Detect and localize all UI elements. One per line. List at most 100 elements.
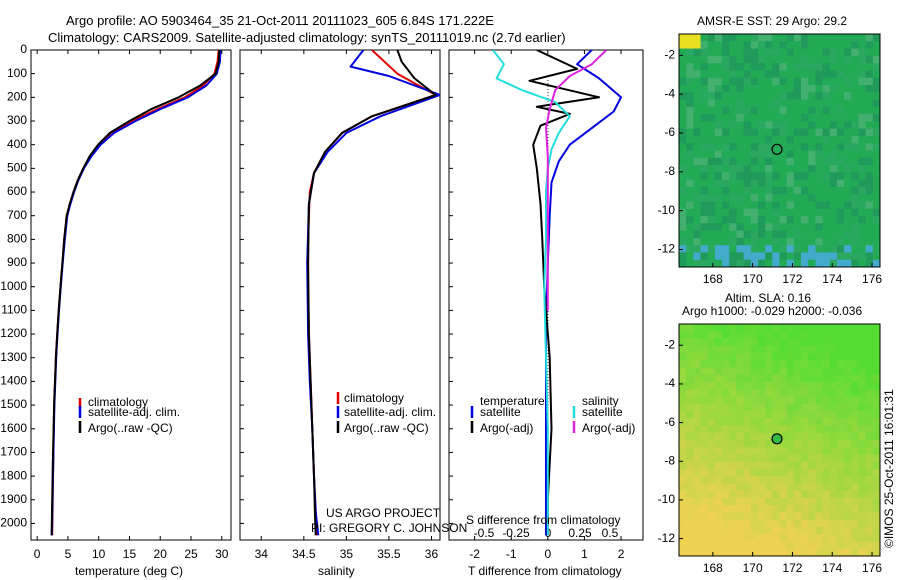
heatmap-cell <box>765 498 773 506</box>
heatmap-cell <box>851 353 859 361</box>
heatmap-cell <box>829 121 838 130</box>
heatmap-cell <box>750 48 759 57</box>
heatmap-cell <box>707 245 716 253</box>
heatmap-cell <box>743 77 752 86</box>
heatmap-cell <box>707 143 716 151</box>
heatmap-cell <box>679 331 687 339</box>
heatmap-cell <box>736 114 745 122</box>
heatmap-cell <box>772 114 780 122</box>
heatmap-cell <box>686 527 694 535</box>
heatmap-cell <box>686 208 694 217</box>
heatmap-cell <box>872 245 881 253</box>
heatmap-cell <box>829 360 838 368</box>
heatmap-cell <box>700 245 709 253</box>
heatmap-cell <box>750 114 759 122</box>
heatmap-cell <box>786 208 795 217</box>
heatmap-cell <box>779 367 788 376</box>
heatmap-cell <box>851 498 859 506</box>
heatmap-cell <box>801 70 809 79</box>
heatmap-cell <box>693 447 701 455</box>
legend-t-argo-label: Argo(-adj) <box>480 421 533 435</box>
heatmap-cell <box>765 331 773 339</box>
heatmap-cell <box>686 77 694 86</box>
heatmap-cell <box>844 201 852 210</box>
heatmap-cell <box>743 194 752 202</box>
heatmap-cell <box>801 55 809 64</box>
heatmap-cell <box>836 63 845 71</box>
heatmap-cell <box>707 389 716 397</box>
heatmap-cell <box>700 432 709 441</box>
heatmap-cell <box>829 447 838 455</box>
heatmap-cell <box>707 353 716 361</box>
heatmap-cell <box>707 498 716 506</box>
heatmap-cell <box>679 92 687 100</box>
heatmap-cell <box>829 216 838 224</box>
heatmap-cell <box>693 367 701 376</box>
heatmap-cell <box>722 360 730 368</box>
heatmap-cell <box>700 223 709 231</box>
heatmap-cell <box>714 418 723 426</box>
heatmap-cell <box>707 324 716 332</box>
heatmap-cell <box>779 245 788 253</box>
heatmap-cell <box>736 128 745 137</box>
heatmap-cell <box>757 201 766 210</box>
heatmap-cell <box>736 396 745 405</box>
heatmap-cell <box>822 201 831 210</box>
heatmap-cell <box>808 418 816 426</box>
heatmap-cell <box>757 469 766 477</box>
heatmap-cell <box>779 498 788 506</box>
heatmap-cell <box>686 418 694 426</box>
heatmap-cell <box>844 367 852 376</box>
heatmap-cell <box>772 70 780 79</box>
heatmap-cell <box>829 259 838 268</box>
legend-argo-label: Argo(..raw -QC) <box>88 421 173 435</box>
heatmap-cell <box>679 527 687 535</box>
heatmap-cell <box>808 128 816 137</box>
heatmap-cell <box>829 135 838 144</box>
heatmap-cell <box>700 476 709 484</box>
heatmap-cell <box>844 34 852 42</box>
heatmap-cell <box>722 70 730 79</box>
heatmap-cell <box>858 403 867 412</box>
heatmap-cell <box>707 374 716 383</box>
heatmap-cell <box>722 548 730 557</box>
heatmap-cell <box>707 476 716 484</box>
heatmap-cell <box>786 41 795 49</box>
argo-position-marker <box>771 143 783 155</box>
heatmap-cell <box>707 194 716 202</box>
heatmap-cell <box>722 461 730 470</box>
heatmap-cell <box>679 476 687 484</box>
heatmap-cell <box>779 519 788 528</box>
heatmap-cell <box>829 245 838 253</box>
heatmap-cell <box>700 143 709 151</box>
heatmap-cell <box>865 34 874 42</box>
heatmap-cell <box>686 476 694 484</box>
heatmap-cell <box>844 128 852 137</box>
heatmap-cell <box>865 454 874 463</box>
heatmap-cell <box>729 157 737 166</box>
heatmap-cell <box>736 411 745 419</box>
heatmap-cell <box>693 505 701 513</box>
depth-tick-label: 1300 <box>0 350 27 364</box>
heatmap-cell <box>872 172 881 181</box>
heatmap-cell <box>836 70 845 79</box>
heatmap-cell <box>765 143 773 151</box>
heatmap-cell <box>714 128 723 137</box>
heatmap-cell <box>743 353 752 361</box>
heatmap-cell <box>851 41 859 49</box>
heatmap-cell <box>836 150 845 159</box>
x-tick-label: 0 <box>544 547 551 561</box>
heatmap-cell <box>757 345 766 354</box>
heatmap-cell <box>707 157 716 166</box>
depth-tick-label: 500 <box>7 161 27 175</box>
heatmap-cell <box>815 114 823 122</box>
heatmap-cell <box>700 63 709 71</box>
map-y-tick-label: -12 <box>658 531 676 545</box>
heatmap-cell <box>707 403 716 412</box>
heatmap-cell <box>743 99 752 108</box>
heatmap-cell <box>822 223 831 231</box>
depth-tick-label: 1600 <box>0 421 27 435</box>
heatmap-cell <box>801 201 809 210</box>
heatmap-cell <box>765 548 773 557</box>
heatmap-cell <box>851 230 859 239</box>
